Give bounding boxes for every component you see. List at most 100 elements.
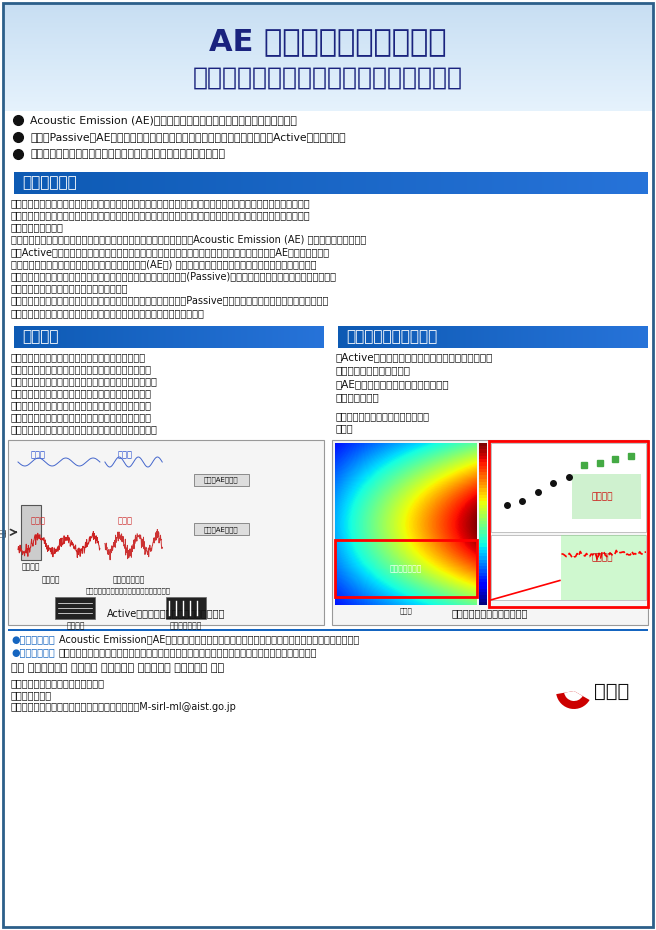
- Bar: [20, 326, 21, 348]
- Bar: [111, 172, 112, 194]
- Bar: [44, 326, 45, 348]
- Bar: [47, 172, 48, 194]
- Bar: [96, 172, 97, 194]
- Bar: [309, 326, 310, 348]
- Bar: [589, 172, 590, 194]
- Bar: [365, 172, 366, 194]
- Bar: [57, 326, 58, 348]
- Bar: [301, 172, 302, 194]
- Bar: [131, 326, 132, 348]
- Bar: [170, 172, 171, 194]
- Bar: [439, 172, 440, 194]
- Bar: [637, 172, 638, 194]
- Bar: [18, 326, 19, 348]
- Bar: [130, 172, 131, 194]
- Bar: [404, 172, 405, 194]
- Bar: [534, 326, 535, 348]
- Bar: [290, 172, 291, 194]
- Bar: [85, 172, 86, 194]
- Bar: [292, 172, 293, 194]
- Bar: [351, 326, 352, 348]
- Bar: [380, 326, 381, 348]
- Bar: [148, 172, 149, 194]
- Bar: [469, 172, 470, 194]
- Bar: [14, 172, 15, 194]
- Bar: [544, 172, 545, 194]
- Bar: [585, 172, 586, 194]
- Bar: [364, 326, 365, 348]
- Bar: [3, 5, 653, 6]
- Bar: [3, 81, 653, 82]
- Bar: [366, 326, 367, 348]
- Bar: [285, 172, 286, 194]
- Bar: [368, 172, 369, 194]
- Bar: [381, 172, 382, 194]
- Bar: [209, 172, 210, 194]
- Bar: [124, 326, 125, 348]
- Bar: [12, 326, 13, 348]
- Bar: [293, 172, 294, 194]
- Bar: [640, 326, 641, 348]
- Bar: [306, 326, 307, 348]
- Bar: [372, 326, 373, 348]
- Text: 従来のPassive型AEセンシングとは異なり、敢えて検査対象に振動を加えるActive型センシング: 従来のPassive型AEセンシングとは異なり、敢えて検査対象に振動を加えるAc…: [30, 132, 346, 142]
- Bar: [538, 172, 539, 194]
- Bar: [8, 326, 14, 348]
- Bar: [288, 326, 289, 348]
- Bar: [456, 172, 457, 194]
- Bar: [17, 172, 18, 194]
- Bar: [525, 326, 526, 348]
- Bar: [295, 172, 296, 194]
- Bar: [92, 172, 93, 194]
- Bar: [28, 172, 29, 194]
- Bar: [164, 172, 165, 194]
- Bar: [3, 78, 653, 79]
- Bar: [197, 326, 198, 348]
- Bar: [286, 172, 287, 194]
- Bar: [595, 326, 596, 348]
- Bar: [125, 326, 126, 348]
- Bar: [522, 172, 523, 194]
- Bar: [3, 8, 653, 9]
- Bar: [451, 326, 452, 348]
- Bar: [639, 326, 640, 348]
- Bar: [260, 326, 261, 348]
- Bar: [468, 326, 469, 348]
- Bar: [372, 172, 373, 194]
- Bar: [274, 326, 275, 348]
- Bar: [550, 172, 551, 194]
- Text: 材料の機械的特性評価に関する研究開発: 材料の機械的特性評価に関する研究開発: [193, 66, 463, 90]
- Bar: [263, 326, 264, 348]
- Bar: [325, 172, 326, 194]
- Bar: [382, 326, 383, 348]
- Bar: [56, 172, 57, 194]
- Bar: [3, 76, 653, 77]
- Bar: [214, 326, 215, 348]
- Bar: [116, 172, 117, 194]
- Bar: [529, 326, 530, 348]
- Bar: [3, 43, 653, 44]
- Bar: [486, 326, 487, 348]
- Bar: [63, 172, 64, 194]
- Bar: [608, 172, 609, 194]
- Bar: [69, 326, 70, 348]
- Bar: [234, 326, 235, 348]
- Bar: [394, 326, 395, 348]
- Bar: [38, 172, 39, 194]
- Bar: [521, 326, 522, 348]
- Bar: [3, 19, 653, 20]
- Bar: [379, 172, 380, 194]
- Bar: [320, 326, 321, 348]
- Bar: [49, 326, 50, 348]
- Bar: [458, 326, 459, 348]
- Bar: [369, 172, 370, 194]
- Bar: [606, 172, 607, 194]
- Bar: [254, 172, 255, 194]
- Text: の機械的特性評価に有用であることが示唆されました。: の機械的特性評価に有用であることが示唆されました。: [11, 424, 158, 434]
- Bar: [628, 172, 629, 194]
- Bar: [410, 172, 411, 194]
- Bar: [557, 172, 558, 194]
- Bar: [409, 172, 410, 194]
- Bar: [506, 326, 507, 348]
- Bar: [3, 29, 653, 30]
